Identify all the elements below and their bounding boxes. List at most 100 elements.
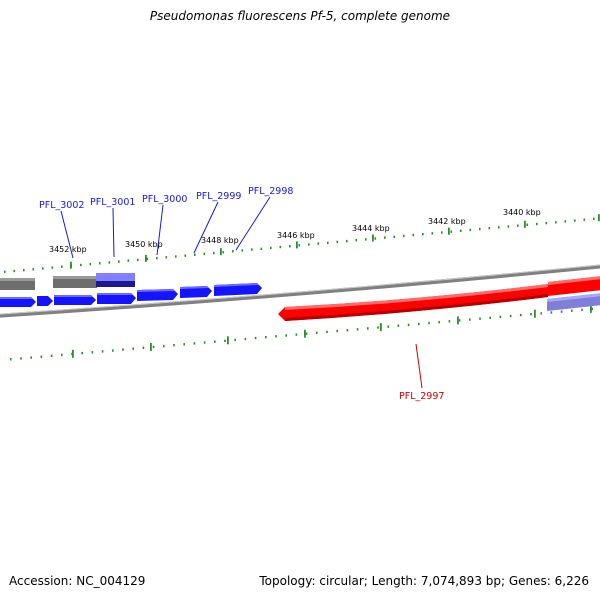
ruler-minor-tick (32, 268, 35, 271)
gene-label-pfl-2997[interactable]: PFL_2997 (399, 391, 444, 402)
gene-feature-gray-2-shade (53, 276, 97, 279)
ruler-major-tick (457, 316, 459, 325)
ruler-major-tick (304, 329, 306, 338)
ruler-minor-tick (112, 349, 114, 352)
ruler-minor-tick (289, 245, 291, 248)
tick-label: 3442 kbp (428, 217, 466, 226)
ruler-minor-tick (10, 358, 12, 361)
ruler-minor-tick (89, 262, 92, 266)
gene-label-pfl-2999[interactable]: PFL_2999 (196, 191, 241, 202)
ruler-major-tick (227, 336, 229, 345)
tick-labels: 3452 kbp 3450 kbp 3448 kbp 3446 kbp 3444 kbp… (49, 208, 541, 254)
ruler-minor-tick (241, 249, 244, 252)
ruler-minor-tick (285, 334, 287, 337)
ruler-minor-tick (536, 222, 538, 226)
ruler-minor-tick (403, 234, 405, 238)
genome-backbone-highlight (0, 264, 600, 315)
ruler-minor-tick (593, 217, 595, 220)
ruler-minor-tick (479, 317, 481, 320)
ruler-major-tick (448, 227, 450, 235)
ruler-minor-tick (448, 320, 451, 323)
ruler-minor-tick (488, 227, 491, 230)
tick-label: 3450 kbp (125, 240, 163, 249)
ruler-minor-tick (489, 316, 491, 319)
ruler-minor-tick (407, 323, 410, 327)
ruler-minor-tick (173, 344, 175, 347)
ruler-minor-tick (520, 313, 522, 317)
ruler-minor-tick (244, 337, 247, 341)
map-title: Pseudomonas fluorescens Pf-5, complete g… (149, 9, 451, 23)
gene-feature-purple-right-shine (547, 293, 600, 302)
ruler-minor-tick (458, 319, 461, 322)
ruler-major-tick (524, 220, 526, 228)
tick-label: 3448 kbp (201, 236, 239, 245)
ruler-minor-tick (20, 357, 22, 360)
gene-label-pfl-3001[interactable]: PFL_3001 (90, 197, 135, 208)
tick-label: 3446 kbp (277, 231, 315, 240)
gene-arrow-forward (54, 295, 96, 305)
ruler-minor-tick (346, 329, 349, 332)
ruler-minor-tick (377, 326, 379, 329)
gene-arrow-forward (0, 297, 36, 307)
gene-arrow-forward (97, 293, 136, 304)
ruler-minor-tick (308, 243, 310, 246)
gene-arrow-forward (180, 286, 212, 298)
ruler-minor-tick (526, 223, 529, 226)
gene-label-pfl-3000[interactable]: PFL_3000 (142, 194, 187, 205)
gene-label-pfl-2998[interactable]: PFL_2998 (248, 186, 293, 197)
ruler-minor-tick (184, 254, 187, 257)
gene-arrow-reverse-shine (548, 276, 600, 285)
ruler-minor-tick (355, 239, 358, 242)
ruler-minor-tick (327, 241, 329, 244)
ruler-minor-tick (469, 318, 471, 321)
ruler-minor-tick (118, 260, 120, 263)
ruler-minor-tick (91, 351, 94, 354)
ruler-minor-tick (203, 341, 206, 344)
ruler-minor-tick (530, 313, 532, 316)
ruler-minor-tick (214, 340, 216, 343)
ruler-minor-tick (234, 338, 236, 342)
ruler-minor-tick (132, 347, 134, 350)
ruler-minor-tick (254, 336, 257, 340)
ruler-minor-tick (127, 259, 130, 262)
upper-tick-ruler (4, 214, 600, 273)
gene-arrow-reverse-pfl-2997-shine (285, 284, 548, 310)
ruler-minor-tick (99, 262, 101, 265)
gene-callouts: PFL_3002 PFL_3001 PFL_3000 PFL_2999 PFL_2998… (39, 186, 444, 402)
ruler-minor-tick (298, 244, 301, 247)
ruler-minor-tick (550, 311, 553, 314)
gene-arrow-reverse-pfl-2997-shadow (285, 294, 548, 321)
reverse-genes (278, 276, 600, 321)
ruler-minor-tick (317, 242, 320, 245)
tick-label: 3440 kbp (503, 208, 541, 217)
gene-label-pfl-3002[interactable]: PFL_3002 (39, 200, 84, 211)
ruler-major-tick (220, 248, 222, 256)
ruler-minor-tick (146, 257, 149, 261)
ruler-minor-tick (336, 329, 338, 333)
ruler-minor-tick (356, 328, 359, 331)
ruler-major-tick (598, 214, 600, 222)
ruler-minor-tick (40, 355, 43, 358)
ruler-minor-tick (441, 231, 443, 234)
ruler-minor-tick (142, 346, 145, 349)
ruler-minor-tick (80, 263, 82, 267)
gene-feature-gray-1-shade (0, 278, 35, 281)
ruler-minor-tick (108, 261, 111, 264)
ruler-major-tick (70, 261, 72, 269)
accession-text: Accession: NC_004129 (9, 574, 146, 588)
ruler-minor-tick (367, 327, 369, 330)
gene-callout-line (112, 207, 115, 258)
gene-callout-line (156, 204, 164, 256)
ruler-minor-tick (422, 233, 424, 236)
ruler-major-tick (145, 254, 147, 262)
gene-arrow-forward (37, 296, 53, 306)
ruler-minor-tick (61, 265, 63, 268)
ruler-minor-tick (23, 268, 25, 272)
ruler-minor-tick (431, 232, 434, 235)
ruler-minor-tick (591, 307, 593, 311)
ruler-minor-tick (137, 258, 139, 262)
ruler-minor-tick (203, 252, 206, 256)
ruler-minor-tick (51, 266, 54, 269)
ruler-major-tick (150, 343, 152, 351)
